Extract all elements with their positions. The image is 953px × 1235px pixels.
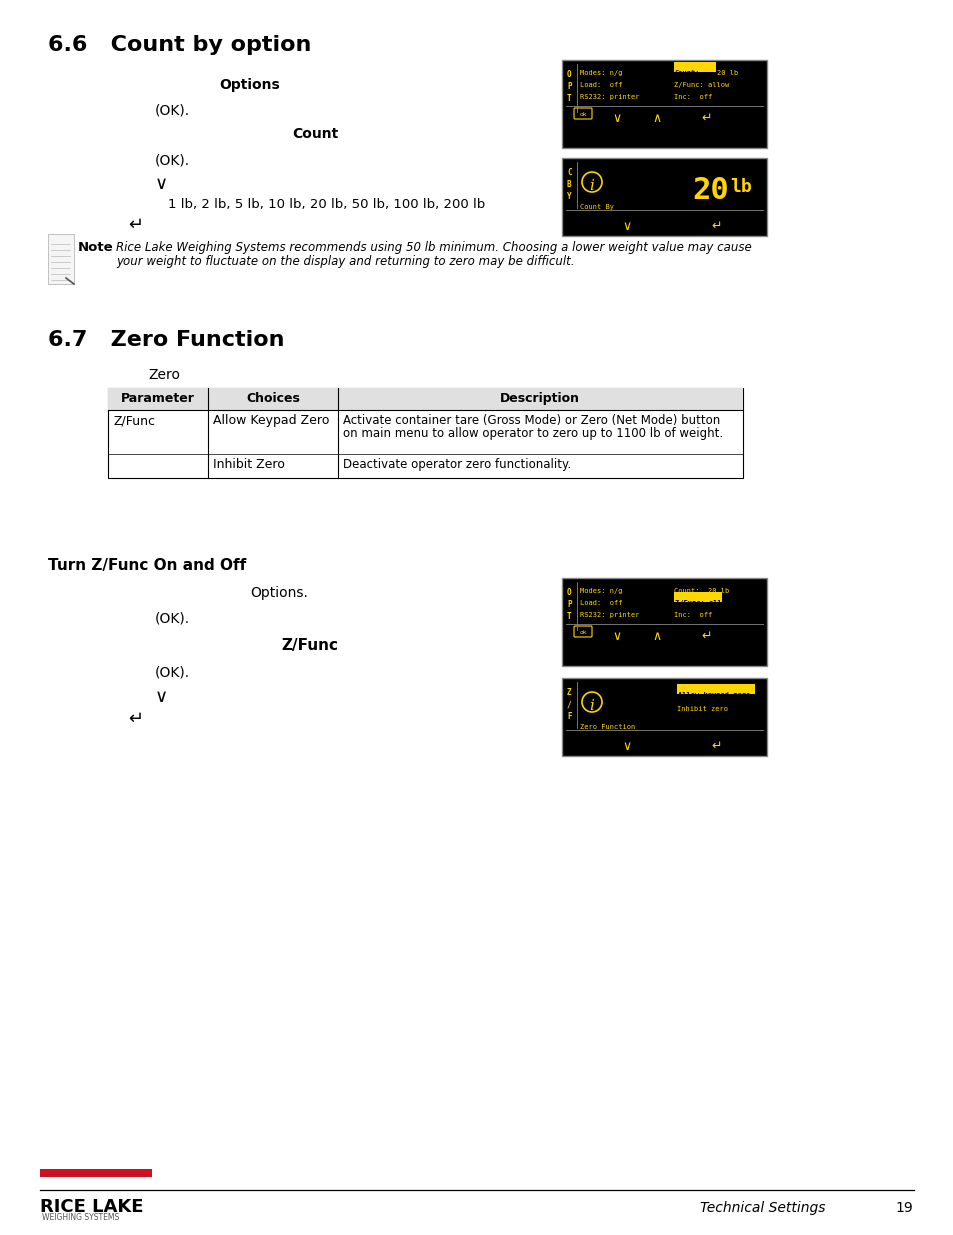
Text: Z/Func: allow: Z/Func: allow [675,600,729,606]
Text: Count: Count [292,127,337,141]
Text: (OK).: (OK). [154,104,190,119]
Bar [673,592,721,601]
Text: ∨: ∨ [612,630,621,643]
Text: Allow keypad zero: Allow keypad zero [678,692,749,698]
Text: Inc:  off: Inc: off [673,94,712,100]
Text: your weight to fluctuate on the display and returning to zero may be difficult.: your weight to fluctuate on the display … [116,254,574,268]
Bar [673,62,716,72]
Text: Deactivate operator zero functionality.: Deactivate operator zero functionality. [343,458,571,471]
Text: Z/Func: Z/Func [112,414,154,427]
Text: B: B [566,180,571,189]
Text: ∨: ∨ [154,175,168,193]
Text: ∧: ∧ [652,630,660,643]
Text: (OK).: (OK). [154,153,190,167]
Text: Inc:  off: Inc: off [673,613,712,618]
Bar [561,158,766,236]
Text: /: / [566,700,571,709]
Text: 20: 20 [691,177,728,205]
Text: Turn Z/Func On and Off: Turn Z/Func On and Off [48,558,246,573]
Text: i: i [589,179,594,193]
Text: P: P [566,600,571,609]
Text: 1 lb, 2 lb, 5 lb, 10 lb, 20 lb, 50 lb, 100 lb, 200 lb: 1 lb, 2 lb, 5 lb, 10 lb, 20 lb, 50 lb, 1… [168,198,485,211]
Bar [561,578,766,666]
Bar [561,678,766,756]
Bar [108,388,742,478]
Text: ↵: ↵ [128,710,143,727]
Text: ok: ok [578,630,586,635]
Text: 6.7   Zero Function: 6.7 Zero Function [48,330,284,350]
Text: RS232: printer: RS232: printer [579,613,639,618]
Text: Count:  20 lb: Count: 20 lb [673,588,728,594]
Text: lb: lb [729,178,751,196]
Text: T: T [566,94,571,103]
Text: 20 lb: 20 lb [717,70,738,77]
Text: 6.6   Count by option: 6.6 Count by option [48,35,311,56]
Text: Rice Lake Weighing Systems recommends using 50 lb minimum. Choosing a lower weig: Rice Lake Weighing Systems recommends us… [116,241,751,254]
Text: Note: Note [78,241,113,254]
Text: RS232: printer: RS232: printer [579,94,639,100]
Text: F: F [566,713,571,721]
Text: on main menu to allow operator to zero up to 1100 lb of weight.: on main menu to allow operator to zero u… [343,427,722,440]
Text: ↵: ↵ [701,112,712,125]
FancyBboxPatch shape [574,107,592,119]
Text: Technical Settings: Technical Settings [700,1200,824,1215]
Text: WEIGHING SYSTEMS: WEIGHING SYSTEMS [42,1213,119,1221]
Text: Inhibit zero: Inhibit zero [677,706,727,713]
Text: Z/Func: allow: Z/Func: allow [673,82,728,88]
Text: ∨: ∨ [621,740,631,753]
Text: Modes: n/g: Modes: n/g [579,588,622,594]
Text: Count:: Count: [675,70,700,77]
Text: ∨: ∨ [621,220,631,233]
Text: ok: ok [578,112,586,117]
Text: Choices: Choices [246,391,299,405]
Text: i: i [589,699,594,713]
Text: 19: 19 [894,1200,912,1215]
Bar [108,388,742,410]
Text: ∨: ∨ [612,112,621,125]
Text: Y: Y [566,191,571,201]
Text: ↵: ↵ [701,630,712,643]
Text: ↵: ↵ [711,220,721,233]
Text: Activate container tare (Gross Mode) or Zero (Net Mode) button: Activate container tare (Gross Mode) or … [343,414,720,427]
Text: O: O [566,588,571,597]
Text: Allow Keypad Zero: Allow Keypad Zero [213,414,329,427]
Text: Description: Description [499,391,579,405]
Text: C: C [566,168,571,177]
Bar [40,1170,152,1177]
Text: Inhibit Zero: Inhibit Zero [213,458,285,471]
FancyBboxPatch shape [574,626,592,637]
Text: Zero: Zero [148,368,180,382]
Text: Z: Z [566,688,571,697]
Text: (OK).: (OK). [154,613,190,626]
Text: O: O [566,70,571,79]
Text: Options.: Options. [250,585,308,600]
Text: T: T [566,613,571,621]
Text: ↵: ↵ [711,740,721,753]
Bar [677,684,754,694]
Text: Count By: Count By [579,204,614,210]
Text: Options: Options [219,78,280,91]
Text: Zero Function: Zero Function [579,724,635,730]
Bar [561,61,766,148]
Text: (OK).: (OK). [154,664,190,679]
Text: Parameter: Parameter [121,391,194,405]
Text: Z/Func: Z/Func [281,638,338,653]
Text: Load:  off: Load: off [579,600,622,606]
Text: Load:  off: Load: off [579,82,622,88]
Bar [48,233,74,284]
Text: ↵: ↵ [128,216,143,233]
Text: RICE LAKE: RICE LAKE [40,1198,143,1216]
Text: P: P [566,82,571,91]
Text: ∨: ∨ [154,688,168,706]
Text: Modes: n/g: Modes: n/g [579,70,622,77]
Text: ∧: ∧ [652,112,660,125]
